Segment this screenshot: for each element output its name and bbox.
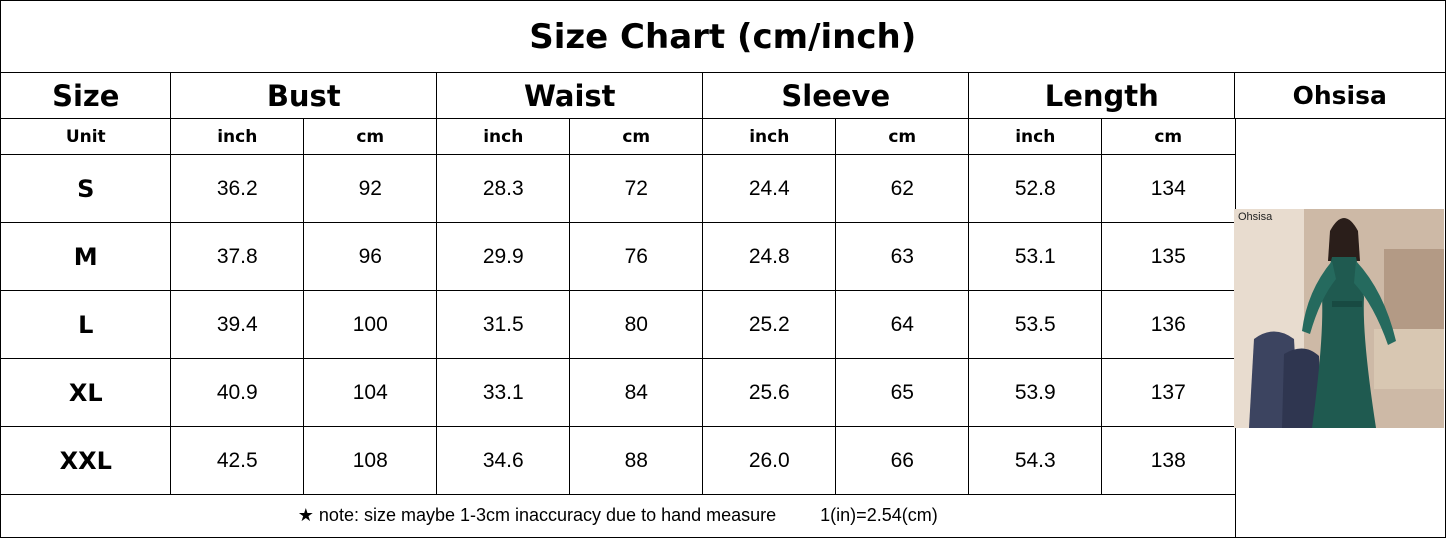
photo-caption: Ohsisa (1238, 211, 1273, 223)
measurement: 36.2 (170, 154, 305, 224)
size-label: M (0, 222, 172, 292)
unit-header: cm (303, 118, 438, 156)
measurement: 136 (1101, 290, 1236, 360)
measurement: 137 (1101, 358, 1236, 428)
measurement: 53.5 (968, 290, 1103, 360)
measurement: 66 (835, 426, 970, 496)
unit-header: cm (1101, 118, 1236, 156)
measurement: 42.5 (170, 426, 305, 496)
measurement: 64 (835, 290, 970, 360)
size-label: S (0, 154, 172, 224)
unit-header: cm (569, 118, 704, 156)
measurement: 37.8 (170, 222, 305, 292)
measurement: 80 (569, 290, 704, 360)
measurement: 138 (1101, 426, 1236, 496)
measurement: 29.9 (436, 222, 571, 292)
measurement: 54.3 (968, 426, 1103, 496)
column-header: Bust (170, 72, 438, 120)
measurement: 65 (835, 358, 970, 428)
measurement: 52.8 (968, 154, 1103, 224)
size-label: XXL (0, 426, 172, 496)
column-header: Sleeve (702, 72, 970, 120)
measurement: 24.4 (702, 154, 837, 224)
unit-label: Unit (0, 118, 172, 156)
product-photo (1234, 209, 1444, 428)
measurement: 108 (303, 426, 438, 496)
unit-header: inch (170, 118, 305, 156)
measurement: 33.1 (436, 358, 571, 428)
measurement: 135 (1101, 222, 1236, 292)
column-header: Size (0, 72, 172, 120)
measurement: 26.0 (702, 426, 837, 496)
measurement: 104 (303, 358, 438, 428)
measurement: 39.4 (170, 290, 305, 360)
measurement: 88 (569, 426, 704, 496)
measurement: 84 (569, 358, 704, 428)
measurement: 92 (303, 154, 438, 224)
measurement: 62 (835, 154, 970, 224)
unit-header: inch (702, 118, 837, 156)
measurement: 25.2 (702, 290, 837, 360)
unit-header: cm (835, 118, 970, 156)
unit-header: inch (968, 118, 1103, 156)
measurement: 34.6 (436, 426, 571, 496)
column-header: Waist (436, 72, 704, 120)
note-text: ★ note: size maybe 1-3cm inaccuracy due … (297, 505, 777, 526)
measurement: 31.5 (436, 290, 571, 360)
measurement: 28.3 (436, 154, 571, 224)
measurement: 40.9 (170, 358, 305, 428)
column-header: Length (968, 72, 1236, 120)
measurement: 96 (303, 222, 438, 292)
unit-header: inch (436, 118, 571, 156)
measurement: 53.9 (968, 358, 1103, 428)
size-label: L (0, 290, 172, 360)
note-row: ★ note: size maybe 1-3cm inaccuracy due … (0, 494, 1236, 538)
measurement: 24.8 (702, 222, 837, 292)
size-label: XL (0, 358, 172, 428)
measurement: 25.6 (702, 358, 837, 428)
measurement: 63 (835, 222, 970, 292)
measurement: 76 (569, 222, 704, 292)
brand-header: Ohsisa (1234, 72, 1446, 120)
measurement: 100 (303, 290, 438, 360)
table-title: Size Chart (cm/inch) (0, 0, 1446, 74)
measurement: 72 (569, 154, 704, 224)
note-conversion: 1(in)=2.54(cm) (820, 505, 938, 526)
measurement: 53.1 (968, 222, 1103, 292)
measurement: 134 (1101, 154, 1236, 224)
